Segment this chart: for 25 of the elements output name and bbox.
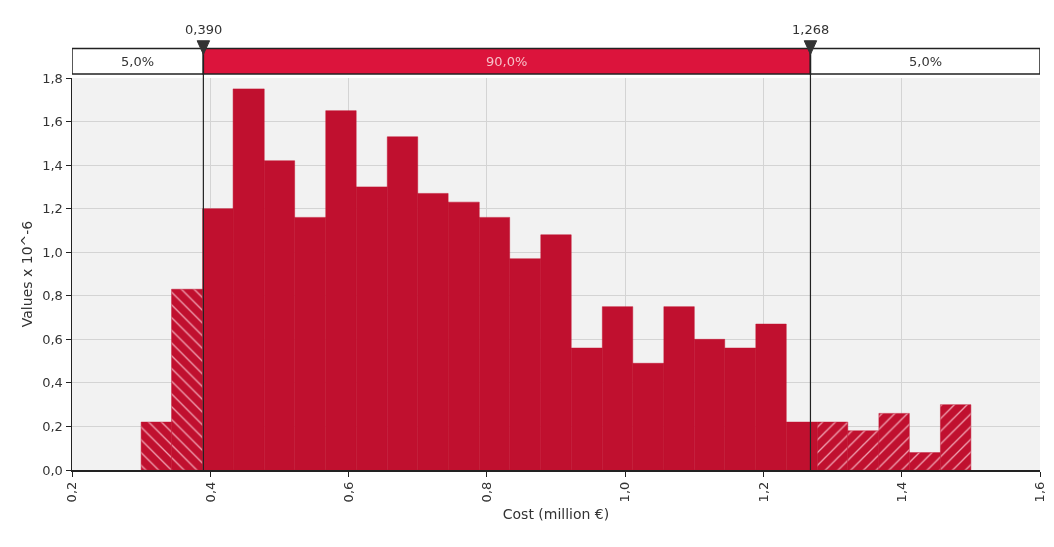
y-tick-label: 0,0 <box>42 462 63 478</box>
x-tick-label: 1,6 <box>1032 481 1048 503</box>
y-axis-title: Values x 10^-6 <box>19 220 36 328</box>
x-tick-label: 1,4 <box>893 481 909 503</box>
x-tick-label: 1,2 <box>755 481 771 503</box>
y-tick-label: 1,2 <box>42 201 63 217</box>
y-tick-label: 0,2 <box>42 418 63 434</box>
y-tick-label: 0,4 <box>42 375 63 391</box>
y-tick-label: 1,4 <box>42 157 63 173</box>
text: 5,0% <box>121 54 155 69</box>
x-tick-label: 0,4 <box>202 481 218 503</box>
x-tick-label: 0,6 <box>340 481 356 503</box>
x-axis-title: Cost (million €) <box>502 506 610 523</box>
y-tick-label: 1,0 <box>42 244 63 260</box>
x-tick-label: 1,0 <box>617 481 633 503</box>
text: 90,0% <box>486 54 528 69</box>
y-tick-label: 0,6 <box>42 331 63 347</box>
text: 5,0% <box>909 54 943 69</box>
x-tick-label: 0,8 <box>479 481 495 503</box>
ref-line-label: 0,390 <box>185 22 223 37</box>
y-tick-label: 1,6 <box>42 114 63 130</box>
y-tick-label: 1,8 <box>42 70 63 86</box>
x-tick-label: 0,2 <box>64 481 80 503</box>
y-tick-label: 0,8 <box>42 288 63 304</box>
ref-line-label: 1,268 <box>792 22 830 37</box>
